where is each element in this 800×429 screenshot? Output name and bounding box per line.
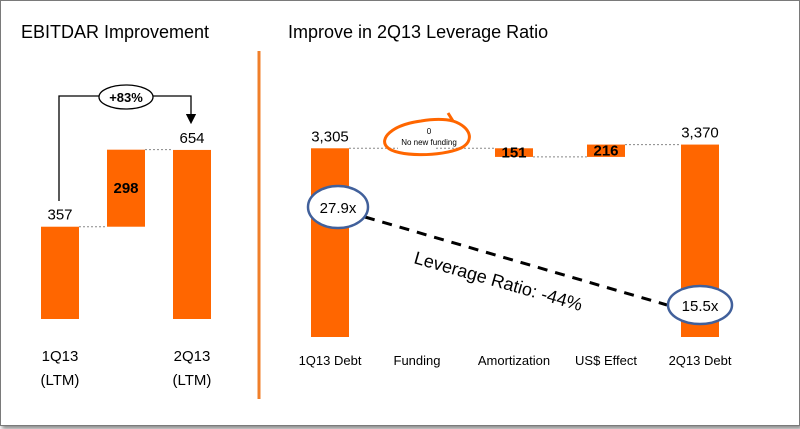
growth-label: +83% bbox=[109, 90, 143, 105]
growth-annotation: +83% bbox=[58, 84, 197, 201]
left-panel-title: EBITDAR Improvement bbox=[21, 22, 209, 42]
right-value-label-4: 216 bbox=[593, 143, 618, 160]
right-category-label-1: 1Q13 Debt bbox=[299, 353, 362, 368]
leverage-ratio-label: Leverage Ratio: -44% bbox=[412, 248, 585, 315]
right-bar-4 bbox=[587, 144, 625, 157]
left-category-label-1-2: (LTM) bbox=[41, 372, 80, 389]
left-bar-1 bbox=[41, 226, 79, 319]
left-chart-connectors bbox=[79, 149, 173, 228]
right-panel-title: Improve in 2Q13 Leverage Ratio bbox=[288, 22, 548, 42]
left-chart-value-labels: 357 298 654 bbox=[47, 130, 204, 224]
funding-value: 0 bbox=[427, 127, 432, 136]
leverage-end-label: 15.5x bbox=[682, 298, 719, 315]
left-value-label-3: 654 bbox=[179, 130, 204, 147]
left-bar-3 bbox=[173, 149, 211, 319]
left-bar-2 bbox=[107, 149, 145, 227]
right-category-label-2: Funding bbox=[394, 353, 441, 368]
left-category-label-3-2: (LTM) bbox=[173, 372, 212, 389]
leverage-end-ellipse bbox=[666, 284, 734, 326]
left-category-label-1-1: 1Q13 bbox=[42, 348, 79, 365]
growth-bubble bbox=[98, 84, 154, 110]
left-chart-bars bbox=[41, 149, 211, 319]
left-value-label-1: 357 bbox=[47, 207, 72, 224]
right-category-label-4: US$ Effect bbox=[575, 353, 637, 368]
funding-annotation: 0 No new funding bbox=[383, 112, 471, 157]
right-value-label-5: 3,370 bbox=[681, 125, 719, 142]
left-value-label-2: 298 bbox=[113, 180, 138, 197]
right-chart: 3,305 151 216 3,370 1Q13 Debt Funding Amortiz… bbox=[299, 112, 734, 368]
right-bar-3 bbox=[495, 148, 533, 157]
right-bar-1 bbox=[311, 148, 349, 337]
leverage-end-bubble: 15.5x bbox=[666, 284, 734, 326]
funding-note: No new funding bbox=[401, 138, 457, 147]
right-category-label-3: Amortization bbox=[478, 353, 550, 368]
left-category-label-3-1: 2Q13 bbox=[174, 348, 211, 365]
right-value-label-3: 151 bbox=[501, 145, 526, 162]
funding-ring bbox=[383, 112, 471, 157]
right-value-label-1: 3,305 bbox=[311, 128, 349, 145]
leverage-start-ellipse bbox=[306, 184, 370, 230]
left-chart-categories: 1Q13 (LTM) 2Q13 (LTM) bbox=[41, 348, 212, 389]
right-chart-bars bbox=[311, 144, 719, 337]
leverage-start-label: 27.9x bbox=[320, 200, 357, 217]
right-category-label-5: 2Q13 Debt bbox=[669, 353, 732, 368]
right-chart-value-labels: 3,305 151 216 3,370 bbox=[311, 125, 719, 162]
right-chart-categories: 1Q13 Debt Funding Amortization US$ Effect 2Q… bbox=[299, 353, 732, 368]
left-chart: 357 298 654 1Q13 (LTM) 2Q13 (LTM) +83% bbox=[41, 84, 212, 389]
leverage-start-bubble: 27.9x bbox=[306, 184, 370, 230]
